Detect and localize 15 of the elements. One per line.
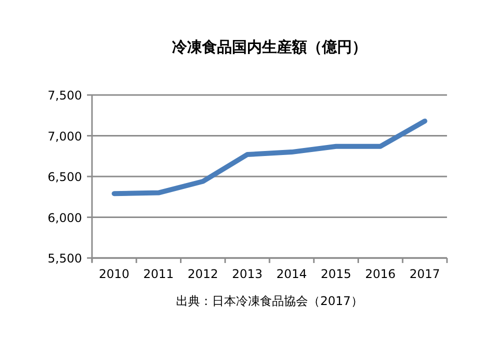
y-tick-label: 6,500 [48, 170, 82, 184]
x-tick-label: 2016 [365, 267, 396, 281]
x-tick-label: 2011 [143, 267, 174, 281]
x-tick-label: 2014 [276, 267, 307, 281]
y-tick-label: 7,500 [48, 88, 82, 102]
x-tick-label: 2010 [98, 267, 130, 281]
x-tick-label: 2013 [232, 267, 263, 281]
chart-title: 冷凍食品国内生産額（億円） [172, 38, 367, 56]
y-tick-label: 7,000 [48, 129, 82, 144]
source-note: 出典：日本冷凍食品協会（2017） [176, 294, 363, 308]
x-tick-label: 2015 [320, 267, 352, 281]
x-tick-label: 2017 [410, 267, 440, 281]
y-tick-label: 5,500 [48, 252, 82, 266]
y-tick-label: 6,000 [48, 210, 82, 225]
x-tick-label: 2012 [188, 267, 218, 281]
